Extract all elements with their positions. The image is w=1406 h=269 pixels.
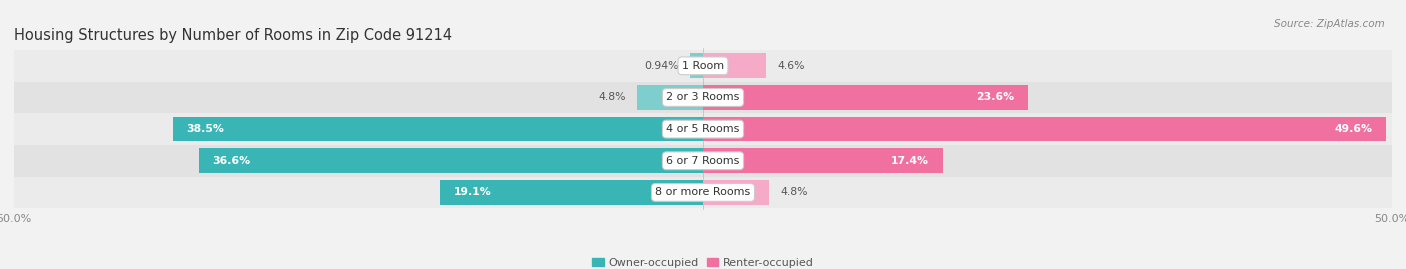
Bar bbox=[14, 50, 1392, 82]
Bar bbox=[198, 148, 703, 173]
Bar bbox=[440, 180, 703, 205]
Bar bbox=[14, 176, 1392, 208]
Text: 38.5%: 38.5% bbox=[186, 124, 224, 134]
Bar bbox=[637, 85, 703, 110]
Bar bbox=[14, 82, 1392, 113]
Legend: Owner-occupied, Renter-occupied: Owner-occupied, Renter-occupied bbox=[588, 253, 818, 269]
Bar bbox=[173, 117, 703, 141]
Text: 4.6%: 4.6% bbox=[778, 61, 804, 71]
Bar bbox=[14, 113, 1392, 145]
Bar bbox=[690, 54, 703, 78]
Bar bbox=[703, 180, 769, 205]
Text: 23.6%: 23.6% bbox=[976, 93, 1014, 102]
Bar bbox=[703, 148, 943, 173]
Text: Source: ZipAtlas.com: Source: ZipAtlas.com bbox=[1274, 19, 1385, 29]
Text: 36.6%: 36.6% bbox=[212, 156, 250, 166]
Bar bbox=[14, 145, 1392, 176]
Text: 8 or more Rooms: 8 or more Rooms bbox=[655, 187, 751, 197]
Text: 1 Room: 1 Room bbox=[682, 61, 724, 71]
Text: 19.1%: 19.1% bbox=[454, 187, 491, 197]
Text: Housing Structures by Number of Rooms in Zip Code 91214: Housing Structures by Number of Rooms in… bbox=[14, 28, 453, 43]
Text: 4 or 5 Rooms: 4 or 5 Rooms bbox=[666, 124, 740, 134]
Bar bbox=[703, 85, 1028, 110]
Text: 2 or 3 Rooms: 2 or 3 Rooms bbox=[666, 93, 740, 102]
Text: 49.6%: 49.6% bbox=[1334, 124, 1372, 134]
Text: 17.4%: 17.4% bbox=[891, 156, 929, 166]
Text: 0.94%: 0.94% bbox=[644, 61, 679, 71]
Text: 4.8%: 4.8% bbox=[780, 187, 807, 197]
Bar bbox=[703, 54, 766, 78]
Bar bbox=[703, 117, 1386, 141]
Text: 6 or 7 Rooms: 6 or 7 Rooms bbox=[666, 156, 740, 166]
Text: 4.8%: 4.8% bbox=[599, 93, 626, 102]
